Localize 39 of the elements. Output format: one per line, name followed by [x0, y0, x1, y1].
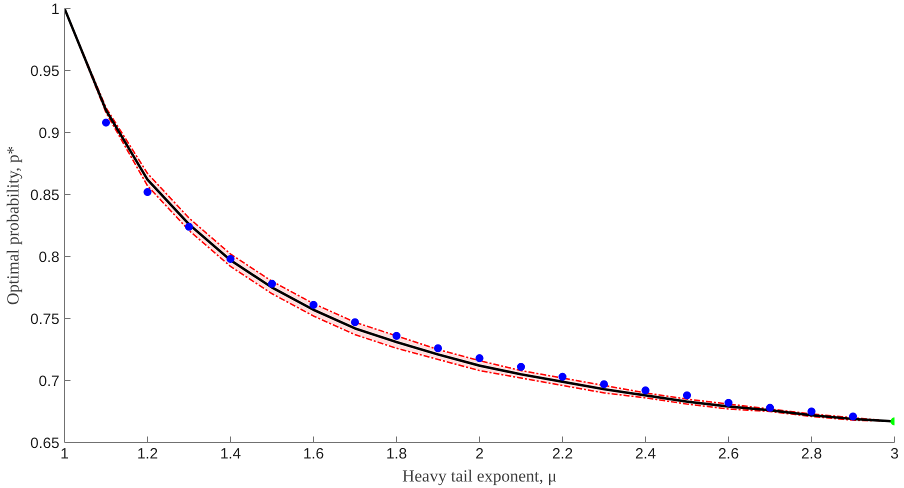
x-tick-label: 2.2 [552, 446, 573, 462]
y-tick-label: 0.7 [38, 373, 60, 390]
y-tick-label: 0.9 [38, 125, 60, 142]
x-tick-label: 2.4 [635, 446, 656, 462]
point [434, 344, 442, 352]
x-tick-label: 2.6 [718, 446, 739, 462]
x-tick-label: 1.2 [137, 446, 158, 462]
point [392, 332, 400, 340]
point [351, 318, 359, 326]
x-tick-label: 2 [475, 446, 484, 462]
point [808, 408, 816, 416]
y-tick-label: 0.95 [30, 63, 60, 80]
point [724, 398, 732, 407]
point [268, 280, 276, 288]
x-axis-title: Heavy tail exponent, μ [402, 466, 557, 486]
point [102, 118, 110, 127]
y-tick-label: 0.85 [30, 187, 60, 204]
y-tick-label: 0.8 [38, 249, 60, 266]
point [849, 412, 857, 420]
point [226, 254, 234, 263]
point [600, 380, 608, 388]
point [558, 372, 566, 381]
point [476, 354, 484, 362]
y-axis-title: Optimal probability, p* [3, 146, 22, 305]
y-tick-label: 1 [51, 1, 60, 18]
x-tick-label: 2.8 [801, 446, 822, 462]
x-tick-label: 3 [890, 446, 899, 462]
point [642, 386, 650, 394]
x-tick-label: 1.8 [386, 446, 407, 462]
point [766, 404, 774, 412]
point [517, 362, 525, 371]
y-tick-label: 0.65 [30, 435, 60, 452]
point [144, 188, 152, 196]
x-tick-label: 1.6 [303, 446, 324, 462]
point [185, 222, 193, 231]
point [310, 300, 318, 309]
y-tick-label: 0.75 [30, 311, 60, 328]
point [683, 391, 691, 400]
x-tick-label: 1.4 [220, 446, 241, 462]
